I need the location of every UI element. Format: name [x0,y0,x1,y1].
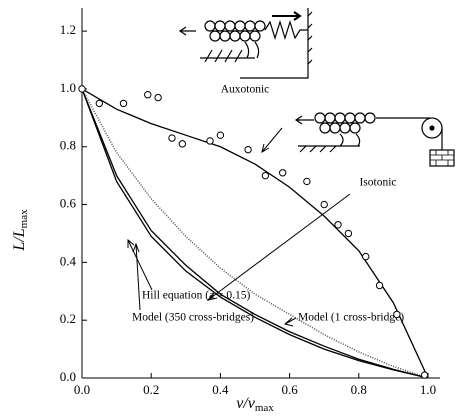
curve [81,88,429,379]
arrow [132,242,141,311]
annotation: Model (350 cross-bridges) [132,312,254,324]
x-tick-label: 0.2 [143,382,159,397]
data-point [320,200,328,209]
data-point [178,140,187,148]
x-tick-label: 0.6 [281,382,298,397]
x-label-main: v/v [236,395,256,412]
arrow-right [272,11,302,21]
data-point [344,229,353,238]
y-tick-label: 0.8 [60,138,76,153]
y-tick-label: 1.2 [60,22,76,37]
annotation: Isotonic [359,177,396,189]
data-point [303,177,311,186]
data-point [334,221,342,229]
arrow-left [294,115,314,125]
data-point [393,310,401,319]
cross-bridge [244,41,260,59]
y-tick-label: 0.0 [60,369,76,384]
curve [81,88,429,379]
annotation: Auxotonic [221,84,270,96]
arrow [206,193,351,301]
x-tick-label: 0.4 [212,382,229,397]
arrow [261,127,283,154]
hatch [299,145,337,153]
annotation: Hill equation (a = 0.15) [142,290,251,302]
data-point [154,93,162,102]
y-tick-label: 1.0 [60,80,76,95]
wall-hatch [307,11,313,65]
bricks [430,150,454,166]
data-point [95,99,104,108]
data-point [206,137,214,145]
curve [81,88,429,379]
data-point [420,371,429,379]
data-point [278,169,287,177]
arrow [283,317,297,327]
filament [204,20,266,42]
y-axis-label: L/Lmax [11,209,30,252]
x-tick-label: 1.0 [420,382,436,397]
data-point [375,281,384,290]
y-tick-label: 0.2 [60,311,76,326]
pulley-axle [429,125,435,131]
y-tick-label: 0.4 [60,253,77,268]
data-point [168,134,176,142]
data-point [261,171,270,180]
x-label-sub: max [255,402,274,412]
data-point [144,91,152,99]
data-point [244,145,252,154]
y-label-sub: max [18,209,30,228]
data-point [78,85,86,93]
weight [429,149,455,167]
illustrations [178,8,455,167]
data-point [216,131,225,139]
data-point [119,99,128,108]
curve [81,88,429,379]
arrow-left [178,26,196,36]
y-tick-label: 0.6 [60,196,77,211]
cross-bridge [339,133,361,147]
y-label-main: L/L [11,228,28,251]
arrow [127,238,153,291]
annotation-arrows [127,127,351,327]
x-tick-label: 0.8 [351,382,367,397]
x-axis-label: v/vmax [236,395,274,412]
filament [314,112,376,134]
hatch [204,49,243,63]
x-tick-label: 0.0 [74,382,90,397]
annotation: Model (1 cross-bridge) [298,312,404,324]
data-point [362,252,370,261]
spring [264,19,308,41]
wall [240,8,309,79]
